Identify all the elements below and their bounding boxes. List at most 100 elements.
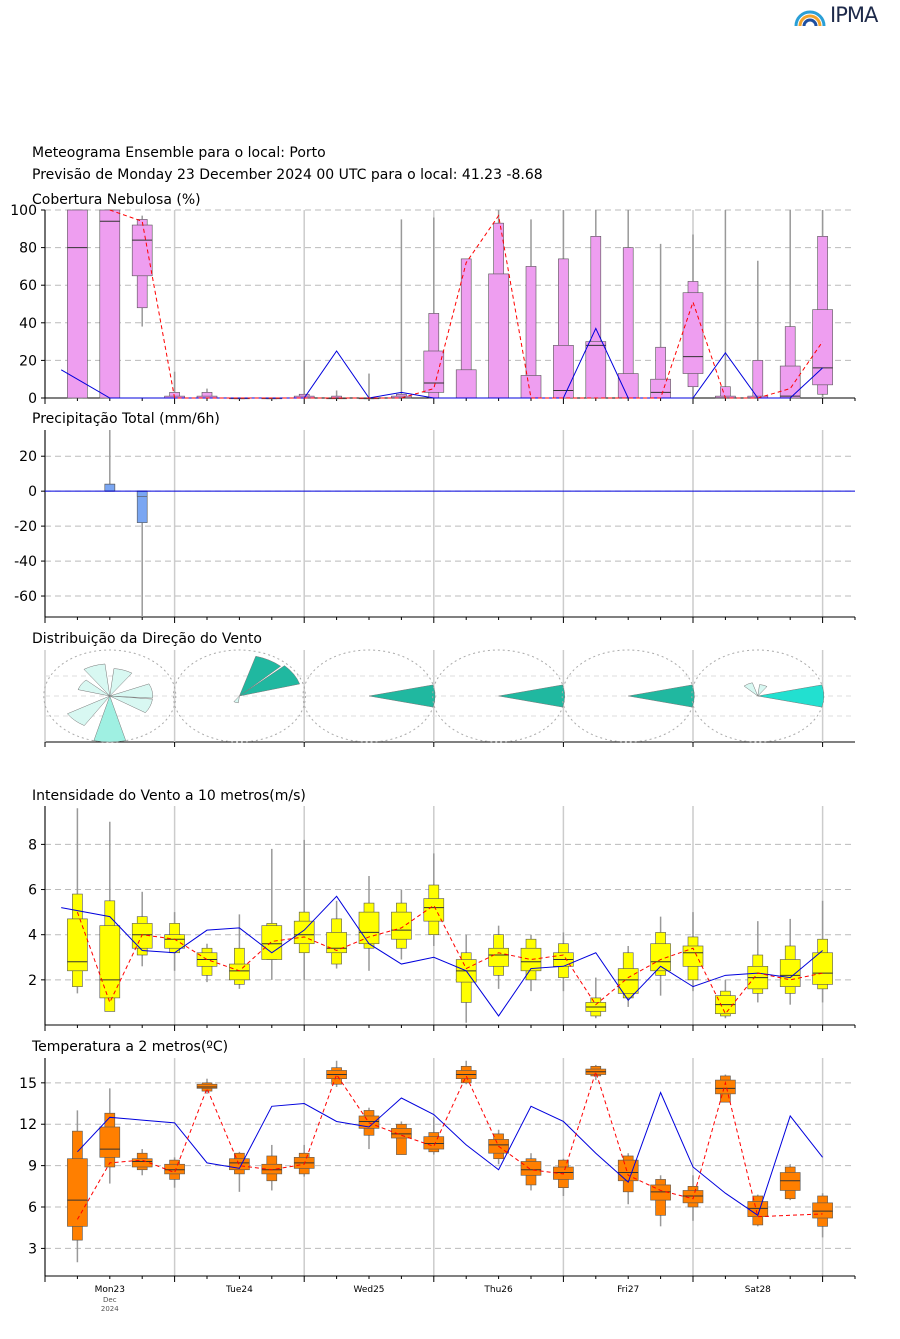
box-inner [779,365,801,399]
box-plot [715,210,736,399]
box-plot [104,430,116,492]
hres-forecast-line [109,209,824,399]
box-inner [488,947,509,967]
box-plot [812,900,833,1003]
page-subtitle: Previsão de Monday 23 December 2024 00 U… [32,167,543,183]
wind-rose-petal [743,682,759,697]
box-plot [391,889,412,960]
wind-rose-petal [238,655,282,697]
box-plot [585,977,607,1019]
box-plot [423,853,445,946]
wind-rose-petal [109,695,153,714]
box-plot [423,1117,445,1155]
box-plot [747,921,769,1003]
box-plot [488,1129,509,1165]
wind-rose-petal [66,695,110,726]
hres-forecast-line [76,1070,823,1220]
wind-rose-petal [233,695,240,704]
box-plot [67,1110,88,1263]
box-inner [261,925,283,960]
box-inner [779,959,801,987]
box-inner [585,341,607,399]
box-plot [67,808,88,994]
box-plot [196,943,218,983]
box-plot [99,1088,121,1184]
box-inner [617,373,639,399]
box-inner [131,1158,153,1168]
y-tick-label: 60 [19,278,37,294]
box-plot [715,1074,736,1103]
box-inner [136,490,148,497]
box-inner [812,309,833,386]
box-plot [358,373,380,400]
y-tick-label: 0 [28,391,37,407]
panel-0: Cobertura Nebulosa (%) 0 20 40 60 80 100 [10,192,856,407]
day-label: Sat28 [745,1285,771,1295]
box-inner [650,943,671,972]
y-tick-label: -60 [14,589,37,605]
box-plot [553,932,574,992]
wind-rose-circle [172,649,306,743]
panel-3: Intensidade do Vento a 10 metros(m/s) 2 4 6… [28,788,856,1031]
box-plot [131,891,153,967]
panel-title: Intensidade do Vento a 10 metros(m/s) [32,788,306,804]
box-inner [682,945,704,967]
box-inner [229,1158,250,1171]
y-tick-label: 80 [19,241,37,257]
box-plot [99,821,121,1012]
y-tick-label: 20 [19,449,37,465]
panel-4: Temperatura a 2 metros(ºC) 3 6 9 12 15 [19,1039,856,1282]
box-inner [488,273,509,399]
box-plot [358,1107,380,1150]
box-plot [261,848,283,980]
box-plot [520,934,542,992]
box-plot [650,916,671,996]
box-plot [682,912,704,992]
day-label: Mon23 [95,1285,125,1295]
y-tick-label: -40 [14,554,37,570]
box-plot [650,1175,671,1227]
y-tick-label: 100 [10,203,37,219]
box-plot [553,210,574,399]
box-plot [682,234,704,398]
y-tick-label: 3 [28,1241,37,1257]
box-inner [261,1163,283,1175]
day-label: Tue24 [225,1285,253,1295]
box-inner [520,947,542,972]
panel-2: Distribuição da Direção do Vento [32,631,855,747]
panel-title: Temperatura a 2 metros(ºC) [31,1039,228,1055]
box-plot [779,210,801,399]
box-plot [617,945,639,1007]
box-plot [812,1193,833,1238]
panel-title: Distribuição da Direção do Vento [32,631,262,647]
box-plot [293,1144,315,1177]
box-inner [650,1184,671,1201]
box-inner [520,1161,542,1176]
box-plot [747,260,769,399]
box-plot [520,219,542,399]
box-plot [779,918,801,1005]
box-plot [391,219,412,399]
box-inner [715,1079,736,1095]
box-plot [358,875,380,971]
box-inner [326,932,347,954]
box-plot [520,1153,542,1191]
box-plot [99,209,121,399]
wind-rose-petal [77,679,110,697]
box-plot [67,209,88,399]
day-label: Thu26 [483,1285,513,1295]
box-plot [164,912,185,971]
box-inner [164,1163,185,1175]
box-plot [585,210,607,399]
box-inner [164,934,185,949]
box-plot [423,217,445,399]
box-inner [358,1115,380,1129]
box-plot [229,1151,250,1192]
box-outer [396,1123,407,1155]
box-inner [682,1190,704,1204]
y-tick-label: 8 [28,837,37,853]
box-plot [553,1158,574,1196]
box-inner [99,1126,121,1158]
box-plot [229,914,250,989]
